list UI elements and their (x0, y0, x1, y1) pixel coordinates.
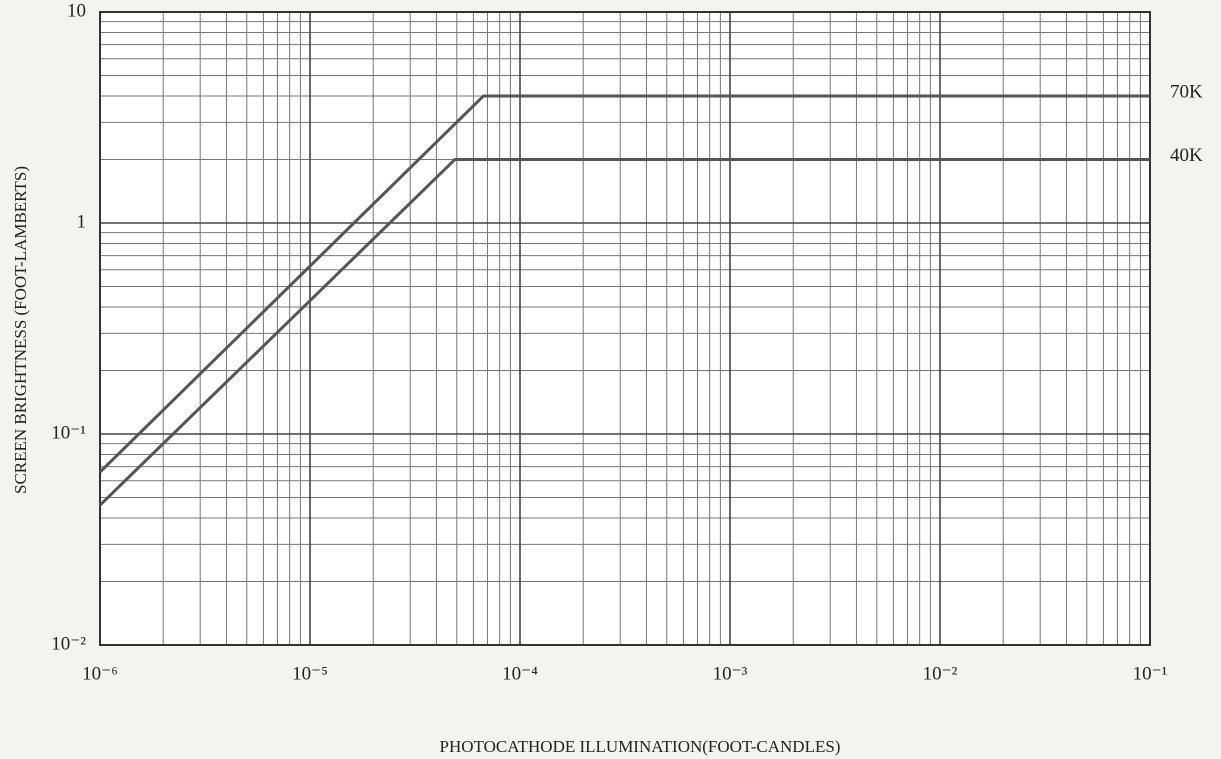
line (98, 94, 1150, 474)
x-tick-label: 10⁻³ (713, 663, 748, 684)
y-tick-label: 10 (67, 0, 86, 21)
line (98, 157, 1150, 507)
x-tick-label: 10⁻¹ (1133, 663, 1168, 684)
x-tick-label: 10⁻⁵ (292, 663, 328, 684)
plot-background (100, 12, 1150, 645)
x-axis-label: PHOTOCATHODE ILLUMINATION(FOOT-CANDLES) (440, 737, 841, 756)
y-tick-label: 10⁻² (51, 633, 86, 654)
y-axis-label: SCREEN BRIGHTNESS (FOOT-LAMBERTS) (11, 166, 30, 494)
series-label: 40K (1170, 145, 1203, 166)
y-tick-label: 10⁻¹ (51, 422, 86, 443)
y-tick-label: 1 (77, 211, 87, 232)
plot-frame (99, 11, 1151, 646)
x-tick-label: 10⁻⁶ (82, 663, 118, 684)
x-tick-label: 10⁻⁴ (502, 663, 538, 684)
series-label: 70K (1170, 81, 1203, 102)
x-tick-label: 10⁻² (923, 663, 958, 684)
